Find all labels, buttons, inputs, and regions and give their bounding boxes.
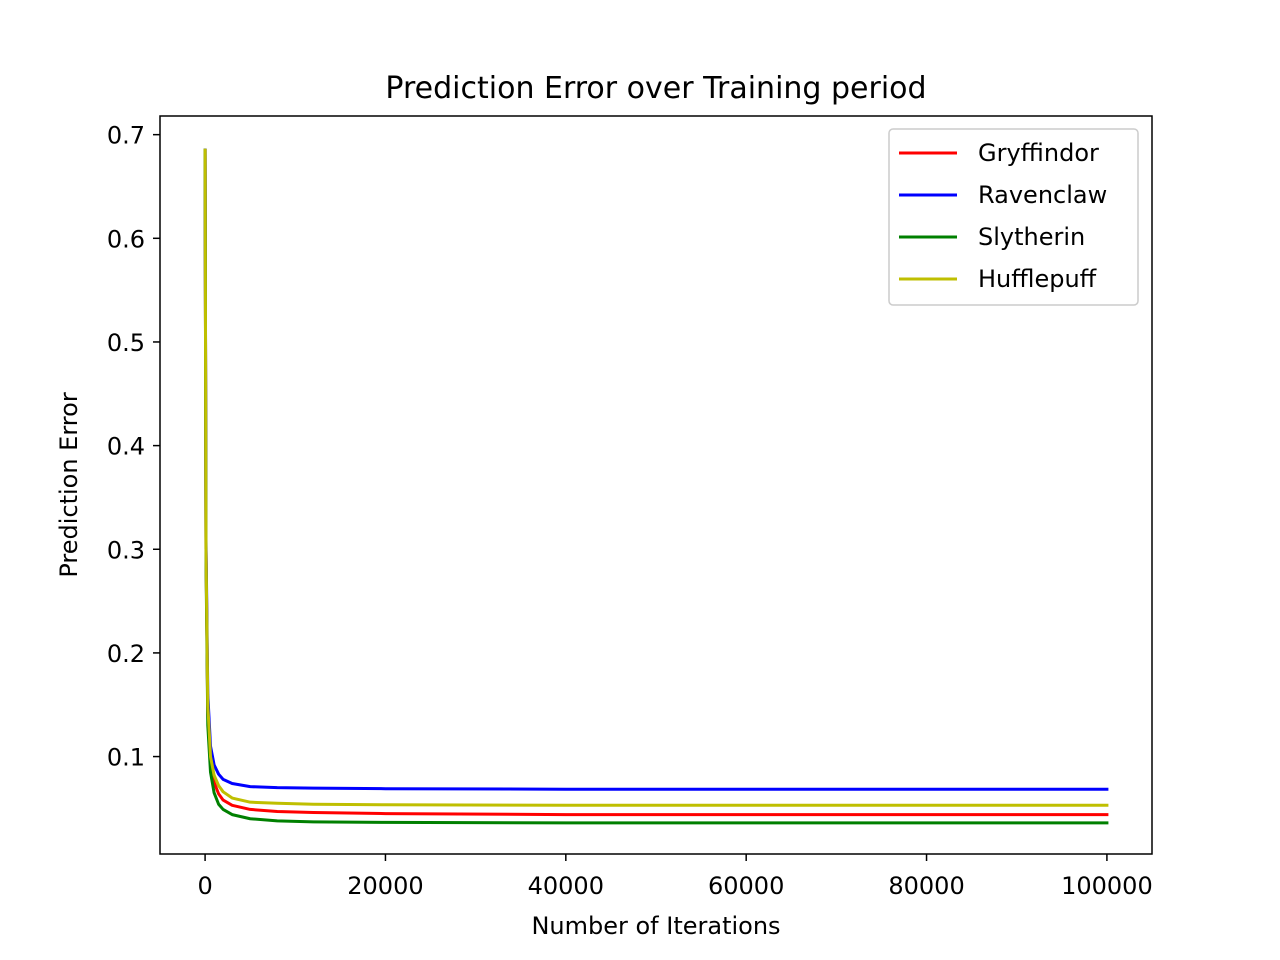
- legend-label-ravenclaw: Ravenclaw: [978, 181, 1107, 209]
- y-tick-label: 0.5: [107, 329, 145, 357]
- y-tick-label: 0.4: [107, 433, 145, 461]
- x-axis-label: Number of Iterations: [531, 912, 780, 940]
- x-tick-label: 20000: [347, 872, 423, 900]
- x-tick-label: 40000: [528, 872, 604, 900]
- legend: Gryffindor Ravenclaw Slytherin Hufflepuff: [888, 128, 1139, 306]
- y-tick-label: 0.7: [107, 122, 145, 150]
- legend-box: [888, 128, 1139, 306]
- chart-title: Prediction Error over Training period: [385, 71, 926, 106]
- plot-lines: [203, 148, 1109, 825]
- y-tick-label: 0.2: [107, 640, 145, 668]
- y-axis-ticks: 0.1 0.2 0.3 0.4 0.5 0.6 0.7: [107, 122, 160, 772]
- y-tick-label: 0.6: [107, 225, 145, 253]
- y-tick-label: 0.1: [107, 744, 145, 772]
- y-axis-label: Prediction Error: [55, 392, 83, 577]
- x-tick-label: 80000: [888, 872, 964, 900]
- x-tick-label: 60000: [708, 872, 784, 900]
- y-tick-label: 0.3: [107, 536, 145, 564]
- series-line-hufflepuff: [203, 148, 1109, 807]
- legend-label-gryffindor: Gryffindor: [978, 139, 1099, 167]
- x-tick-label: 0: [197, 872, 212, 900]
- plot-frame: [159, 115, 1153, 855]
- legend-label-hufflepuff: Hufflepuff: [978, 265, 1097, 293]
- x-axis-ticks: 0 20000 40000 60000 80000 100000: [197, 854, 1153, 900]
- legend-label-slytherin: Slytherin: [978, 223, 1085, 251]
- x-tick-label: 100000: [1061, 872, 1153, 900]
